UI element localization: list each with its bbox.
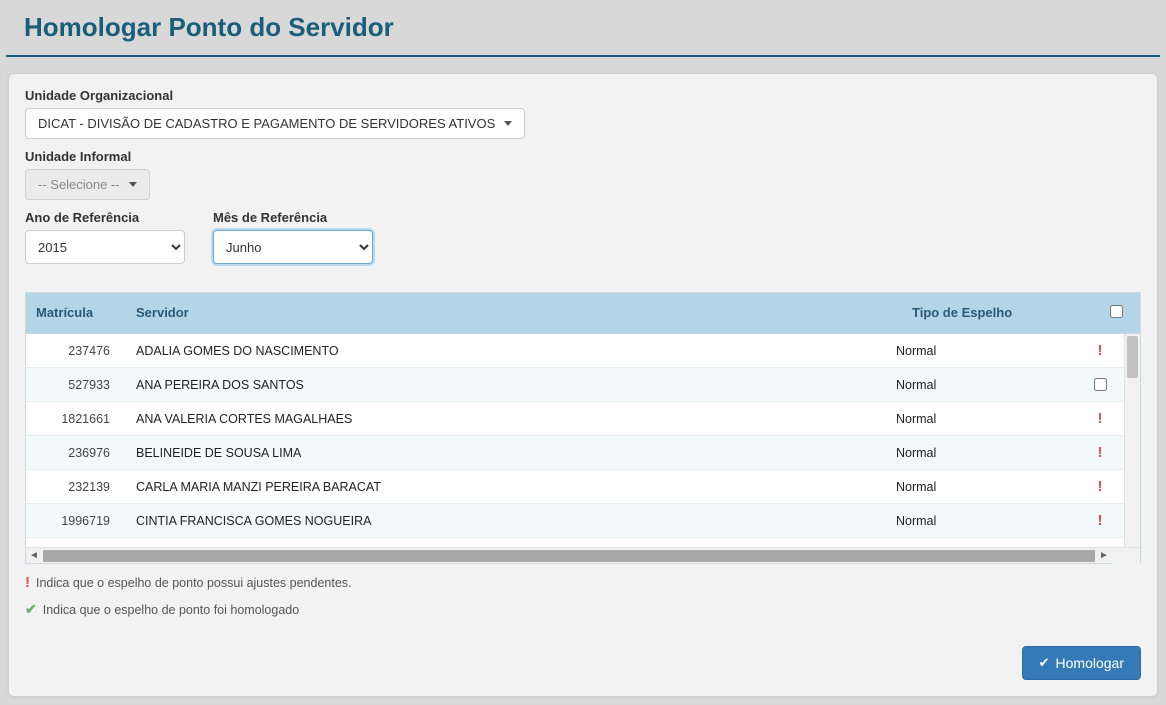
table-row[interactable]: 236976BELINEIDE DE SOUSA LIMANormal! (26, 436, 1124, 470)
checkbox-row[interactable] (1094, 378, 1107, 391)
exclamation-icon: ! (25, 574, 30, 591)
cell-status: ! (1076, 435, 1124, 470)
select-ano-referencia[interactable]: 2015 (25, 230, 185, 264)
cell-matricula: 1996719 (26, 505, 126, 537)
legend: ! Indica que o espelho de ponto possui a… (25, 574, 1141, 618)
cell-servidor: ADALIA GOMES DO NASCIMENTO (126, 335, 886, 367)
check-icon: ✔ (1039, 655, 1050, 671)
cell-matricula: 236976 (26, 437, 126, 469)
page-title: Homologar Ponto do Servidor (6, 2, 1160, 57)
exclamation-icon: ! (1098, 444, 1103, 461)
actions-bar: ✔ Homologar (25, 646, 1141, 680)
table-row[interactable]: 1821661ANA VALERIA CORTES MAGALHAESNorma… (26, 402, 1124, 436)
servidores-table: Matrícula Servidor Tipo de Espelho 23747… (25, 292, 1141, 564)
cell-matricula: 527933 (26, 369, 126, 401)
horizontal-scrollbar-thumb[interactable] (43, 550, 1095, 562)
exclamation-icon: ! (1098, 342, 1103, 359)
checkbox-select-all[interactable] (1110, 305, 1123, 318)
field-unidade-informal: Unidade Informal -- Selecione -- (25, 149, 1141, 200)
field-ano-referencia: Ano de Referência 2015 (25, 210, 185, 264)
field-mes-referencia: Mês de Referência Junho (213, 210, 373, 264)
col-header-tipo[interactable]: Tipo de Espelho (902, 293, 1092, 333)
table-row[interactable]: 232139CARLA MARIA MANZI PEREIRA BARACATN… (26, 470, 1124, 504)
table-header: Matrícula Servidor Tipo de Espelho (26, 293, 1140, 334)
label-unidade-organizacional: Unidade Organizacional (25, 88, 1141, 103)
table-row[interactable]: 237476ADALIA GOMES DO NASCIMENTONormal! (26, 334, 1124, 368)
vertical-scrollbar[interactable] (1124, 334, 1140, 547)
cell-status: ! (1076, 503, 1124, 538)
table-body: 237476ADALIA GOMES DO NASCIMENTONormal!5… (26, 334, 1124, 547)
filter-panel: Unidade Organizacional DICAT - DIVISÃO D… (8, 73, 1158, 697)
cell-tipo: Normal (886, 437, 1076, 469)
legend-warn: ! Indica que o espelho de ponto possui a… (25, 574, 1141, 591)
dropdown-unidade-organizacional[interactable]: DICAT - DIVISÃO DE CADASTRO E PAGAMENTO … (25, 108, 525, 139)
select-mes-referencia[interactable]: Junho (213, 230, 373, 264)
cell-matricula: 237476 (26, 335, 126, 367)
cell-status: ! (1076, 334, 1124, 368)
check-icon: ✔ (25, 601, 37, 618)
cell-status (1076, 369, 1124, 400)
vertical-scrollbar-thumb[interactable] (1127, 336, 1138, 378)
exclamation-icon: ! (1098, 478, 1103, 495)
cell-servidor: CINTIA FRANCISCA GOMES NOGUEIRA (126, 505, 886, 537)
cell-status: ! (1076, 401, 1124, 436)
legend-warn-text: Indica que o espelho de ponto possui aju… (36, 576, 352, 590)
cell-servidor: BELINEIDE DE SOUSA LIMA (126, 437, 886, 469)
table-row[interactable]: 1996719CINTIA FRANCISCA GOMES NOGUEIRANo… (26, 504, 1124, 538)
field-unidade-organizacional: Unidade Organizacional DICAT - DIVISÃO D… (25, 88, 1141, 139)
cell-servidor: ANA VALERIA CORTES MAGALHAES (126, 403, 886, 435)
cell-tipo: Normal (886, 403, 1076, 435)
dropdown-unidade-informal[interactable]: -- Selecione -- (25, 169, 150, 200)
cell-servidor: CARLA MARIA MANZI PEREIRA BARACAT (126, 471, 886, 503)
scrollbar-corner (1112, 548, 1140, 564)
cell-servidor: ANA PEREIRA DOS SANTOS (126, 369, 886, 401)
cell-tipo: Normal (886, 471, 1076, 503)
caret-down-icon (504, 121, 512, 126)
scroll-left-icon[interactable]: ◄ (26, 548, 42, 564)
col-header-servidor[interactable]: Servidor (126, 293, 902, 333)
table-row[interactable]: 527933ANA PEREIRA DOS SANTOSNormal (26, 368, 1124, 402)
label-mes-referencia: Mês de Referência (213, 210, 373, 225)
caret-down-icon (129, 182, 137, 187)
col-header-matricula[interactable]: Matrícula (26, 293, 126, 333)
exclamation-icon: ! (1098, 410, 1103, 427)
cell-tipo: Normal (886, 505, 1076, 537)
dropdown-unidade-organizacional-value: DICAT - DIVISÃO DE CADASTRO E PAGAMENTO … (38, 116, 495, 131)
cell-tipo: Normal (886, 335, 1076, 367)
cell-matricula: 232139 (26, 471, 126, 503)
legend-ok-text: Indica que o espelho de ponto foi homolo… (43, 603, 299, 617)
exclamation-icon: ! (1098, 512, 1103, 529)
homologar-button[interactable]: ✔ Homologar (1022, 646, 1141, 680)
homologar-button-label: Homologar (1056, 655, 1124, 671)
cell-tipo: Normal (886, 369, 1076, 401)
dropdown-unidade-informal-value: -- Selecione -- (38, 177, 120, 192)
scroll-right-icon[interactable]: ► (1096, 548, 1112, 564)
col-header-select-all[interactable] (1092, 293, 1140, 333)
label-ano-referencia: Ano de Referência (25, 210, 185, 225)
cell-matricula: 1821661 (26, 403, 126, 435)
legend-ok: ✔ Indica que o espelho de ponto foi homo… (25, 601, 1141, 618)
cell-status: ! (1076, 469, 1124, 504)
label-unidade-informal: Unidade Informal (25, 149, 1141, 164)
horizontal-scrollbar[interactable]: ◄ ► (26, 547, 1140, 563)
